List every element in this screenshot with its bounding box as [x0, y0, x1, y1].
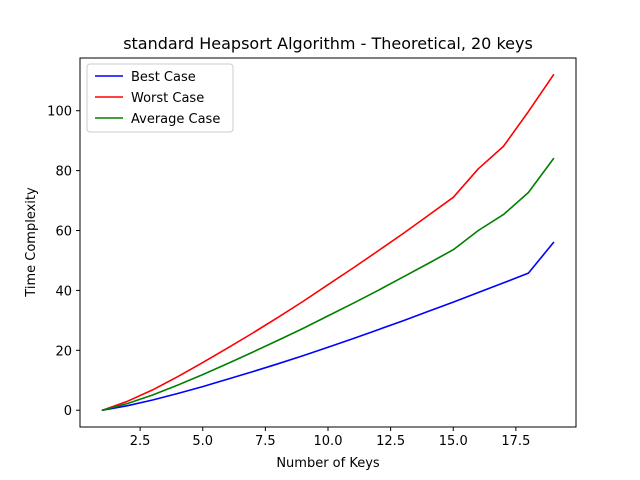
y-axis-label: Time Complexity: [24, 187, 39, 298]
legend-label-best-case: Best Case: [131, 70, 196, 85]
x-tick-label: 2.5: [130, 434, 151, 449]
legend-box: [86, 63, 234, 133]
y-tick-label: 20: [55, 344, 72, 359]
x-tick-label: 17.5: [501, 434, 530, 449]
x-tick-label: 5.0: [192, 434, 213, 449]
y-tick-label: 60: [55, 225, 72, 240]
y-tick-label: 100: [47, 105, 72, 120]
plot-frame: [79, 57, 577, 428]
series-line-best-case: [101, 241, 555, 412]
x-tick-label: 10.0: [314, 434, 343, 449]
x-axis-label: Number of Keys: [276, 456, 380, 471]
axes-layer: 2.5 5.0 7.5 10.0 12.5 15.0 17.5 0 20 40 60 80 100: [47, 105, 530, 449]
legend-label-worst-case: Worst Case: [131, 91, 204, 106]
series-line-worst-case: [101, 74, 555, 412]
legend-label-average-case: Average Case: [131, 112, 220, 127]
chart-title: standard Heapsort Algorithm - Theoretica…: [123, 34, 533, 53]
x-tick-label: 7.5: [255, 434, 276, 449]
x-tick-label: 12.5: [376, 434, 405, 449]
y-tick-label: 0: [64, 404, 72, 419]
series-layer: [101, 74, 555, 412]
x-tick-label: 15.0: [439, 434, 468, 449]
y-tick-label: 80: [55, 165, 72, 180]
y-tick-label: 40: [55, 284, 72, 299]
series-line-average-case: [101, 157, 555, 412]
legend: Best Case Worst Case Average Case: [86, 63, 234, 133]
